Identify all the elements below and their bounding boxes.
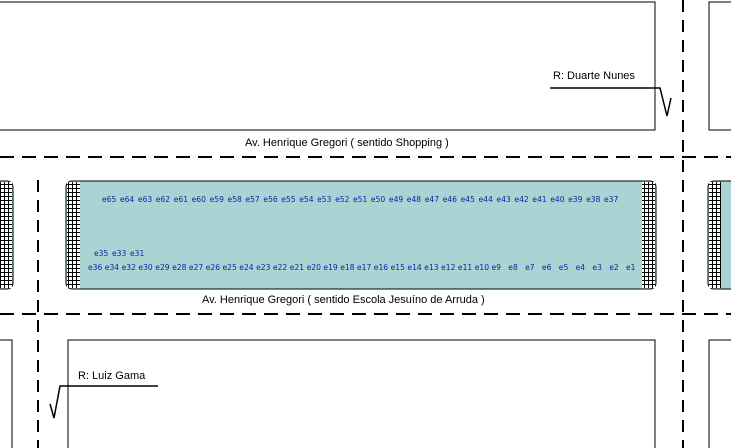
parking-spot-label: e9 (492, 263, 502, 272)
parking-spot-label: e4 (576, 263, 586, 272)
parking-spot-label: e24 (239, 263, 254, 272)
hatched-partial-right (709, 182, 721, 288)
parking-spot-label: e45 (461, 195, 476, 204)
parking-spot-label: e2 (609, 263, 619, 272)
parking-spot-label: e46 (443, 195, 458, 204)
parking-spot-label: e22 (273, 263, 288, 272)
parking-spot-label: e38 (586, 195, 601, 204)
parking-spot-label: e39 (568, 195, 583, 204)
block-bottom-right (708, 339, 731, 448)
parking-spot-label: e53 (317, 195, 332, 204)
parking-spot-label: e62 (156, 195, 171, 204)
parking-spot-label: e7 (525, 263, 535, 272)
parking-spot-label: e8 (508, 263, 518, 272)
parking-spot-label: e56 (263, 195, 278, 204)
parking-spot-label: e12 (441, 263, 456, 272)
block-bottom-center (67, 339, 656, 448)
parking-spot-label: e60 (192, 195, 207, 204)
parking-spot-label: e59 (210, 195, 225, 204)
parking-spot-label: e34 (105, 263, 120, 272)
street-label-luiz-gama: R: Luiz Gama (78, 370, 146, 382)
parking-spot-label: e14 (407, 263, 422, 272)
parking-spot-label: e32 (122, 263, 137, 272)
parking-spot-label: e10 (475, 263, 490, 272)
parking-spot-label: e36 (88, 263, 103, 272)
parking-spot-label: e28 (172, 263, 187, 272)
parking-spot-label: e37 (604, 195, 619, 204)
parking-spot-label: e43 (496, 195, 511, 204)
sign-pointer-duarte-nunes (550, 87, 672, 117)
parking-spot-label: e33 (112, 249, 127, 258)
parking-spot-label: e51 (353, 195, 368, 204)
street-label-duarte-nunes: R: Duarte Nunes (553, 70, 635, 82)
parking-spot-label: e26 (206, 263, 221, 272)
parking-spot-label: e13 (424, 263, 439, 272)
parking-spot-label: e30 (138, 263, 153, 272)
parking-spot-label: e55 (281, 195, 296, 204)
parking-spot-label: e27 (189, 263, 204, 272)
parking-spot-label: e15 (391, 263, 406, 272)
parking-spot-label: e17 (357, 263, 372, 272)
avenue-label-escola: Av. Henrique Gregori ( sentido Escola Je… (202, 294, 485, 306)
parking-spot-label: e48 (407, 195, 422, 204)
parking-spot-label: e20 (307, 263, 322, 272)
parking-spot-label: e52 (335, 195, 350, 204)
block-bottom-left (0, 339, 13, 448)
parking-spot-label: e31 (130, 249, 145, 258)
parking-spot-label: e16 (374, 263, 389, 272)
parking-spot-label: e1 (626, 263, 636, 272)
parking-spot-label: e47 (425, 195, 440, 204)
parking-spot-label: e18 (340, 263, 355, 272)
parking-spot-label: e19 (323, 263, 338, 272)
parking-spots-bottom-row: e36 e34 e32 e30 e29 e28 e27 e26 e25 e24 e23 e22 e21 e… (88, 263, 636, 272)
parking-spot-label: e54 (299, 195, 314, 204)
parking-spot-label: e5 (559, 263, 569, 272)
parking-spot-label: e35 (94, 249, 109, 258)
parking-spot-label: e61 (174, 195, 189, 204)
parking-spot-label: e29 (155, 263, 170, 272)
parking-spot-label: e57 (245, 195, 260, 204)
parking-spot-label: e50 (371, 195, 386, 204)
parking-spot-label: e3 (592, 263, 602, 272)
parking-spot-label: e11 (458, 263, 473, 272)
parking-spot-label: e63 (138, 195, 153, 204)
parking-spot-label: e40 (550, 195, 565, 204)
parking-spot-label: e44 (479, 195, 494, 204)
hatched-end-left (67, 182, 80, 288)
hatched-partial-left (0, 182, 12, 288)
parking-spots-top-row: e65 e64 e63 e62 e61 e60 e59 e58 e57 e56 e55 e54 e53 e… (102, 195, 619, 204)
parking-spot-label: e65 (102, 195, 117, 204)
sign-pointer-luiz-gama (49, 385, 158, 419)
block-top-left (0, 1, 656, 131)
parking-spot-label: e6 (542, 263, 552, 272)
hatched-end-right (642, 182, 655, 288)
parking-spot-label: e41 (532, 195, 547, 204)
block-top-right (708, 1, 731, 131)
parking-spot-label: e42 (514, 195, 529, 204)
parking-spot-label: e25 (223, 263, 238, 272)
parking-spot-label: e23 (256, 263, 271, 272)
parking-spot-label: e64 (120, 195, 135, 204)
parking-median (65, 180, 657, 290)
parking-spots-middle-row: e35 e33 e31 (94, 249, 145, 258)
parking-spot-label: e21 (290, 263, 305, 272)
parking-spot-label: e49 (389, 195, 404, 204)
parking-spot-label: e58 (228, 195, 243, 204)
avenue-label-shopping: Av. Henrique Gregori ( sentido Shopping … (245, 137, 449, 149)
